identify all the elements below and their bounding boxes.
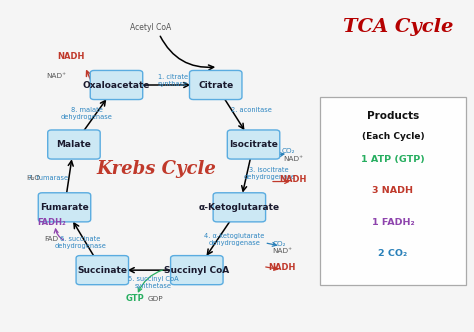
Text: H₂O: H₂O: [26, 175, 40, 181]
Text: GDP: GDP: [148, 296, 164, 302]
FancyBboxPatch shape: [38, 193, 91, 222]
Text: Krebs Cycle: Krebs Cycle: [97, 160, 217, 178]
Text: 6. succinate
dehydrogenase: 6. succinate dehydrogenase: [54, 235, 106, 249]
Text: Citrate: Citrate: [198, 80, 233, 90]
Text: GTP: GTP: [126, 294, 145, 303]
Text: α-Ketoglutarate: α-Ketoglutarate: [199, 203, 280, 212]
Text: 5. succinyl CoA
synthetase: 5. succinyl CoA synthetase: [128, 276, 178, 289]
Text: 8. malate
dehydrogenase: 8. malate dehydrogenase: [61, 107, 113, 120]
Text: 4. α-ketoglutarate
dehydrogenase: 4. α-ketoglutarate dehydrogenase: [204, 233, 265, 246]
Text: Isocitrate: Isocitrate: [229, 140, 278, 149]
Text: 1 ATP (GTP): 1 ATP (GTP): [361, 155, 425, 164]
FancyBboxPatch shape: [319, 97, 466, 285]
Text: Fumarate: Fumarate: [40, 203, 89, 212]
Text: NAD⁺: NAD⁺: [272, 248, 292, 254]
FancyBboxPatch shape: [76, 256, 128, 285]
Text: 1 FADH₂: 1 FADH₂: [372, 218, 414, 227]
FancyBboxPatch shape: [48, 130, 100, 159]
Text: Oxaloacetate: Oxaloacetate: [83, 80, 150, 90]
Text: 3. isocitrate
dehydrogenase: 3. isocitrate dehydrogenase: [243, 167, 295, 180]
Text: CO₂: CO₂: [273, 241, 286, 247]
Text: TCA Cycle: TCA Cycle: [343, 18, 453, 36]
FancyBboxPatch shape: [228, 130, 280, 159]
Text: NAD⁺: NAD⁺: [283, 156, 303, 162]
Text: Notes: Notes: [404, 121, 420, 126]
Text: 1. citrate
synthase: 1. citrate synthase: [158, 74, 188, 87]
Text: Succinyl CoA: Succinyl CoA: [164, 266, 229, 275]
Circle shape: [400, 112, 424, 128]
FancyBboxPatch shape: [171, 256, 223, 285]
Text: NADH: NADH: [279, 175, 307, 184]
FancyBboxPatch shape: [90, 70, 143, 100]
Text: NADH: NADH: [268, 263, 296, 272]
Text: NAD⁺: NAD⁺: [46, 73, 66, 79]
Text: Succinate: Succinate: [77, 266, 128, 275]
Text: Acetyl CoA: Acetyl CoA: [130, 23, 172, 32]
Text: 3 NADH: 3 NADH: [373, 186, 413, 195]
Text: FAD: FAD: [45, 236, 59, 242]
Text: NADH: NADH: [57, 52, 84, 61]
FancyBboxPatch shape: [190, 70, 242, 100]
Text: Microbe: Microbe: [401, 114, 423, 119]
Text: (Each Cycle): (Each Cycle): [362, 132, 424, 141]
Text: 7. fumarase: 7. fumarase: [28, 175, 68, 181]
Text: FADH₂: FADH₂: [37, 218, 66, 227]
Text: 2. aconitase: 2. aconitase: [231, 107, 272, 113]
Text: Products: Products: [367, 112, 419, 122]
Text: 2 CO₂: 2 CO₂: [378, 249, 408, 258]
Text: Malate: Malate: [56, 140, 91, 149]
Text: CO₂: CO₂: [281, 148, 295, 154]
FancyBboxPatch shape: [213, 193, 265, 222]
